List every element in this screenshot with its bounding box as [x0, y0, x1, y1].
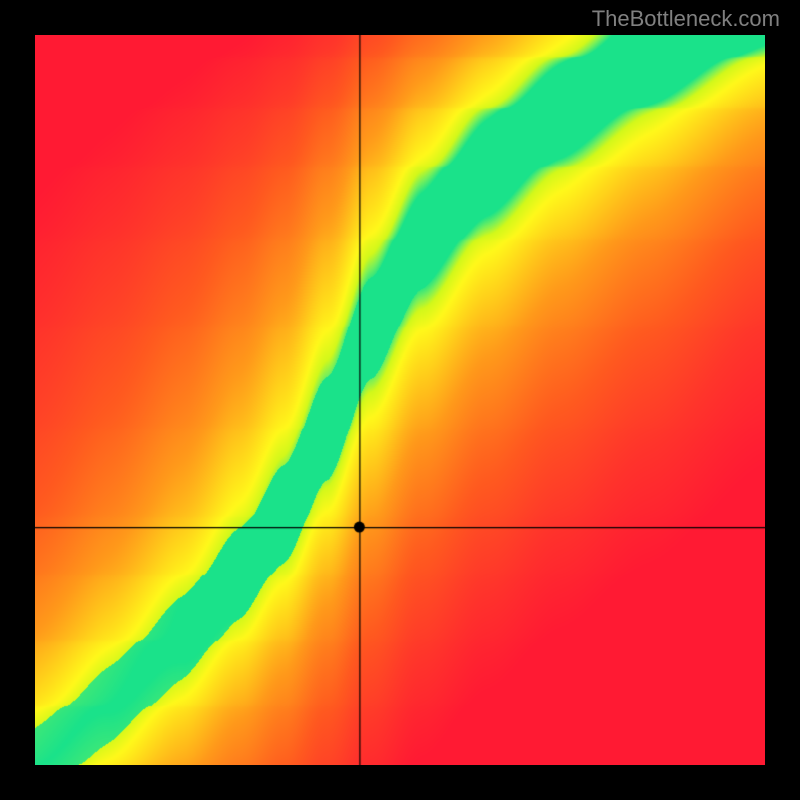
chart-container: TheBottleneck.com — [0, 0, 800, 800]
plot-area — [35, 35, 765, 765]
heatmap-canvas — [35, 35, 765, 765]
watermark-text: TheBottleneck.com — [592, 6, 780, 32]
